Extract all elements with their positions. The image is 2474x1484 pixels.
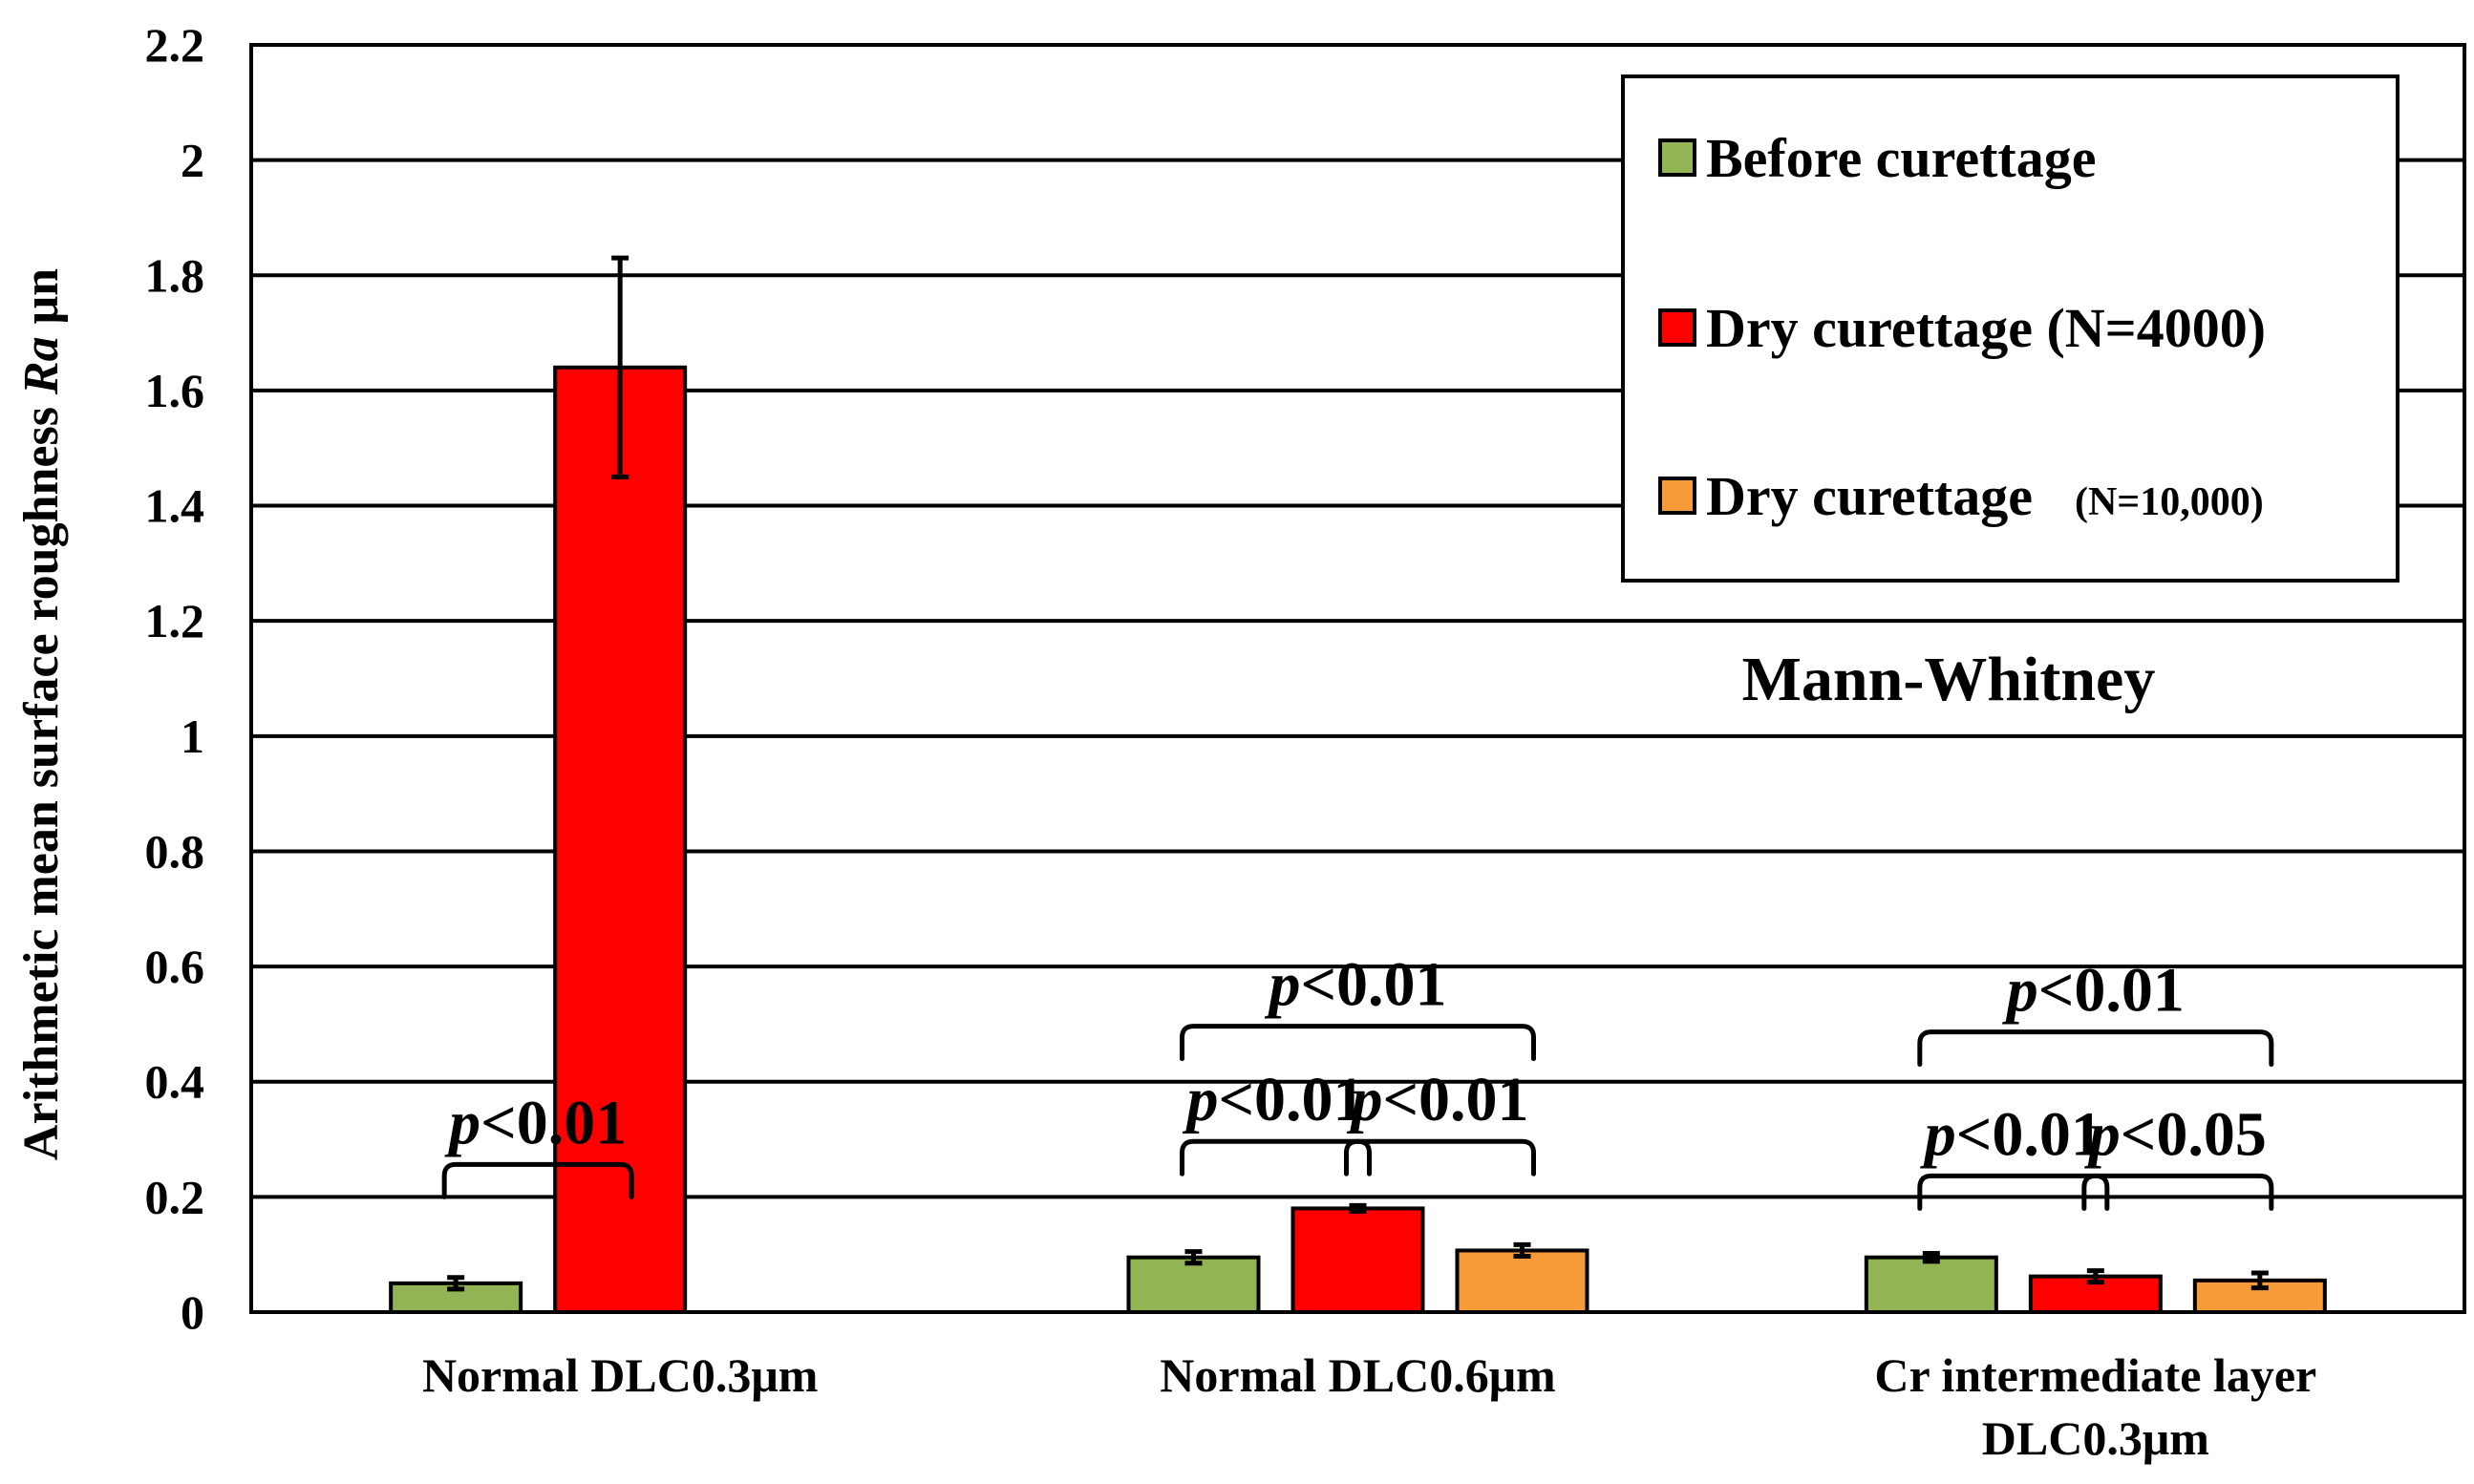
bar [553,365,688,1315]
legend-label: Before curettage [1706,127,2097,189]
p-value-label: p<0.01 [1182,1065,1364,1134]
legend-swatch [1658,308,1696,347]
test-method-label: Mann-Whitney [1742,645,2156,714]
y-tick-label: 1.4 [145,479,205,533]
x-axis: Normal DLC0.3μm Normal DLC0.6μm Cr interme… [422,1348,2316,1465]
legend-swatch [1658,477,1696,515]
p-value-label: p<0.01 [1264,950,1446,1020]
legend-label: Dry curettage (N=10,000) [1706,465,2264,527]
p-value-label: p<0.01 [1346,1065,1528,1134]
y-tick-label: 1 [181,710,204,763]
y-tick-label: 1.2 [145,594,205,647]
significance-bracket [1917,1173,2110,1211]
significance-bracket [2081,1173,2274,1211]
y-tick-label: 2.2 [145,18,205,72]
legend-box [1621,74,2399,583]
y-tick-label: 0.6 [145,940,205,993]
legend-label: Dry curettage (N=4000) [1706,297,2266,359]
significance-bracket [1344,1138,1536,1177]
bar [1455,1248,1589,1315]
y-tick-label: 0.8 [145,824,205,878]
x-tick-label: Normal DLC0.3μm [422,1348,818,1402]
y-tick-label: 1.8 [145,248,205,302]
bars [389,255,2327,1315]
y-tick-label: 1.6 [145,364,205,417]
bar [1864,1255,1998,1315]
significance-bracket [1180,1138,1372,1177]
p-value-label: p<0.01 [444,1088,627,1157]
x-tick-label: Normal DLC0.6μm [1160,1348,1555,1402]
significance-bracket [441,1161,634,1199]
legend: Before curettage Dry curettage (N=4000) Dr… [1621,74,2399,583]
significance-annotations: p<0.01 p<0.01p<0.01p<0.01p<0.01p<0.05p<0.… [441,950,2274,1211]
y-tick-label: 0 [181,1285,204,1339]
x-tick-label: Cr intermediate layer [1874,1348,2316,1402]
p-value-label: p<0.01 [1920,1099,2102,1169]
y-tick-label: 0.2 [145,1170,205,1223]
p-value-label: p<0.01 [2002,956,2185,1026]
p-value-label: p<0.05 [2084,1099,2267,1169]
y-tick-label: 2 [181,134,204,187]
significance-bracket [1180,1024,1536,1062]
x-tick-label: DLC0.3μm [1982,1411,2209,1465]
bar [1126,1255,1261,1315]
y-axis-label: Arithmetic mean surface roughness Ra μn [14,268,69,1160]
y-axis: 0 0.2 0.4 0.6 0.8 1 1.2 1.4 1.6 1.8 2 2.2 [145,18,205,1339]
y-tick-label: 0.4 [145,1055,205,1109]
significance-bracket [1917,1029,2274,1068]
bar [1290,1206,1425,1314]
legend-swatch [1658,138,1696,177]
